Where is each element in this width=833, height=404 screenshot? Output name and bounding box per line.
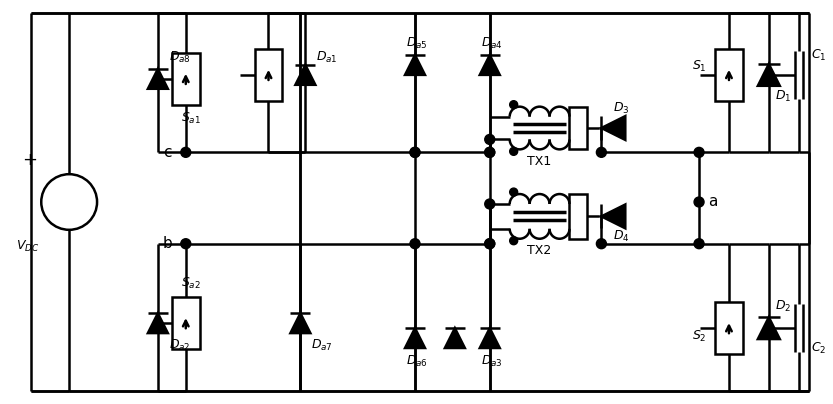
- Text: $D_{a6}$: $D_{a6}$: [406, 354, 428, 369]
- Polygon shape: [296, 65, 316, 85]
- Circle shape: [485, 239, 495, 249]
- Text: $C_2$: $C_2$: [811, 341, 826, 356]
- Circle shape: [485, 239, 495, 249]
- Polygon shape: [601, 116, 626, 140]
- Circle shape: [485, 147, 495, 157]
- Text: $D_{a3}$: $D_{a3}$: [481, 354, 502, 369]
- Circle shape: [694, 239, 704, 249]
- Text: $S_2$: $S_2$: [691, 328, 706, 344]
- Text: $D_{a5}$: $D_{a5}$: [407, 36, 428, 50]
- Text: $D_2$: $D_2$: [775, 299, 791, 314]
- Text: $D_3$: $D_3$: [613, 101, 630, 116]
- Circle shape: [510, 147, 517, 155]
- Circle shape: [596, 239, 606, 249]
- Text: $D_1$: $D_1$: [775, 89, 791, 104]
- Circle shape: [181, 239, 191, 249]
- Text: $S_{a2}$: $S_{a2}$: [181, 276, 201, 291]
- Polygon shape: [445, 328, 465, 348]
- Bar: [255, 49, 282, 101]
- Circle shape: [510, 101, 517, 109]
- Circle shape: [181, 147, 191, 157]
- Bar: [715, 49, 743, 101]
- Text: TX1: TX1: [527, 155, 551, 168]
- Circle shape: [485, 147, 495, 157]
- Circle shape: [510, 188, 517, 196]
- Circle shape: [596, 147, 606, 157]
- Circle shape: [694, 147, 704, 157]
- Text: $D_{a8}$: $D_{a8}$: [169, 49, 191, 65]
- Circle shape: [485, 135, 495, 144]
- Circle shape: [410, 147, 420, 157]
- Polygon shape: [148, 313, 167, 333]
- Polygon shape: [291, 313, 311, 333]
- Text: $S_1$: $S_1$: [691, 59, 706, 74]
- Bar: [172, 297, 200, 349]
- Text: $S_{a1}$: $S_{a1}$: [181, 111, 201, 126]
- Polygon shape: [405, 55, 425, 75]
- Polygon shape: [148, 69, 167, 89]
- Polygon shape: [405, 328, 425, 348]
- Text: c: c: [163, 145, 172, 160]
- Text: $D_{a7}$: $D_{a7}$: [312, 337, 333, 353]
- Text: $D_{a4}$: $D_{a4}$: [481, 36, 503, 50]
- Text: +: +: [22, 151, 37, 169]
- Text: TX2: TX2: [527, 244, 551, 257]
- Text: $C_1$: $C_1$: [811, 47, 826, 63]
- Polygon shape: [480, 55, 500, 75]
- Polygon shape: [758, 64, 780, 86]
- Polygon shape: [758, 317, 780, 339]
- Bar: [570, 107, 587, 149]
- Bar: [172, 53, 200, 105]
- Bar: [715, 302, 743, 354]
- Circle shape: [410, 147, 420, 157]
- Text: a: a: [708, 194, 718, 210]
- Polygon shape: [480, 328, 500, 348]
- Circle shape: [485, 199, 495, 209]
- Circle shape: [410, 239, 420, 249]
- Circle shape: [510, 237, 517, 245]
- Text: b: b: [163, 236, 172, 251]
- Text: $V_{DC}$: $V_{DC}$: [16, 239, 39, 254]
- Bar: [570, 194, 587, 239]
- Polygon shape: [601, 204, 626, 228]
- Text: $D_{a1}$: $D_{a1}$: [317, 49, 338, 65]
- Text: $D_{a2}$: $D_{a2}$: [169, 337, 191, 353]
- Text: $D_4$: $D_4$: [613, 229, 630, 244]
- Circle shape: [694, 197, 704, 207]
